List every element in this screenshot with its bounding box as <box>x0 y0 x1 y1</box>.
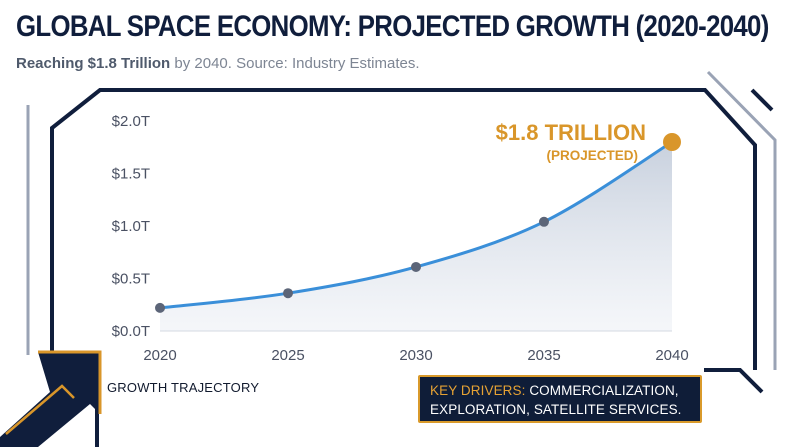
y-tick-label: $0.0T <box>112 323 150 340</box>
growth-trajectory-label: GROWTH TRAJECTORY <box>107 380 260 395</box>
key-drivers-box: KEY DRIVERS: COMMERCIALIZATION, EXPLORATI… <box>418 375 702 423</box>
y-tick-label: $1.5T <box>112 166 150 183</box>
key-drivers-line-1: COMMERCIALIZATION, <box>525 383 679 398</box>
chart-title: GLOBAL SPACE ECONOMY: PROJECTED GROWTH (… <box>16 10 769 43</box>
data-point <box>539 216 549 227</box>
chart-subtitle: Reaching $1.8 Trillion by 2040. Source: … <box>16 55 420 72</box>
data-point <box>283 288 293 299</box>
y-tick-label: $0.5T <box>112 271 150 288</box>
key-drivers-line-2: EXPLORATION, SATELLITE SERVICES. <box>430 402 682 417</box>
highlight-data-point <box>663 133 681 151</box>
data-point <box>411 261 421 272</box>
x-tick-label: 2030 <box>399 347 432 364</box>
x-tick-label: 2035 <box>527 347 560 364</box>
x-tick-label: 2020 <box>143 347 176 364</box>
subtitle-highlight: Reaching $1.8 Trillion <box>16 55 171 72</box>
chart-area-fill <box>160 142 672 331</box>
callout-value: $1.8 TRILLION <box>496 120 646 145</box>
data-point <box>155 302 165 313</box>
subtitle-source: by 2040. Source: Industry Estimates. <box>170 55 420 72</box>
x-tick-label: 2025 <box>271 347 304 364</box>
key-drivers-heading: KEY DRIVERS: <box>430 383 526 398</box>
y-tick-label: $2.0T <box>112 113 150 130</box>
callout-note: (PROJECTED) <box>546 148 638 163</box>
y-tick-label: $1.0T <box>112 218 150 235</box>
x-tick-label: 2040 <box>655 347 688 364</box>
